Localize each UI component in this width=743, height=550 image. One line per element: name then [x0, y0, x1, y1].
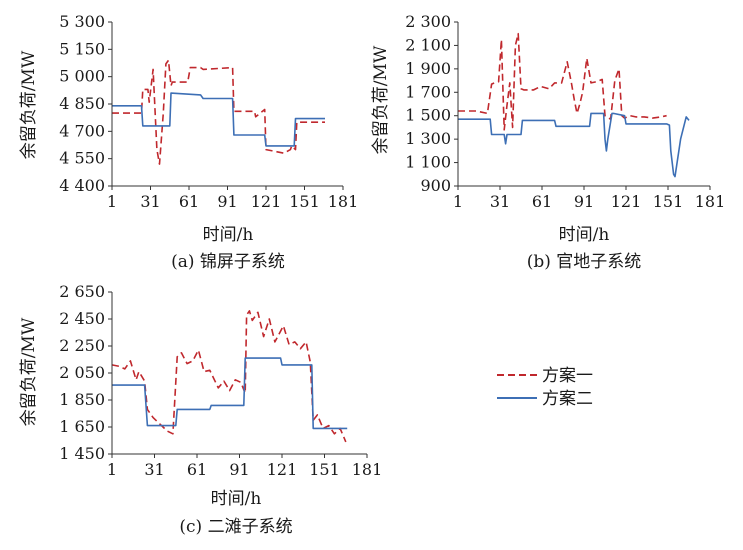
y-tick-label: 2 450 — [59, 309, 105, 328]
x-tick-label: 181 — [695, 192, 726, 211]
x-tick-label: 61 — [187, 460, 207, 479]
y-tick-label: 4 700 — [59, 121, 105, 140]
x-tick-label: 61 — [179, 192, 199, 211]
panel-a: 余留负荷/MW 时间/h (a) 锦屏子系统 — [19, 50, 285, 272]
x-tick-label: 181 — [328, 192, 359, 211]
y-tick-label: 1 650 — [59, 417, 105, 436]
panel-a-caption: (a) 锦屏子系统 — [171, 252, 285, 272]
x-tick-label: 121 — [251, 192, 282, 211]
y-tick-label: 4 400 — [59, 176, 105, 195]
plot-a: 1 31 61 91 121 151 181 4 400 4 550 4 700 4 850 5 00… — [59, 12, 358, 211]
series-line-a-1 — [112, 59, 325, 165]
panel-b: 余留负荷/MW 时间/h (b) 官地子系统 — [371, 45, 641, 272]
series-line-c-2 — [112, 357, 348, 430]
legend-label-scheme-1: 方案一 — [542, 366, 593, 386]
series-line-c-1 — [111, 310, 347, 443]
y-tick-label: 2 250 — [59, 336, 105, 355]
y-tick-label: 2 300 — [405, 12, 451, 31]
x-tick-label: 151 — [309, 460, 340, 479]
x-tick-label: 151 — [653, 192, 684, 211]
x-tick-label: 1 — [453, 192, 463, 211]
x-tick-label: 1 — [107, 460, 117, 479]
legend-label-scheme-2: 方案二 — [542, 389, 593, 409]
plot-c: 1 31 61 91 121 151 181 1 450 1 650 1 850 2 050 2 25… — [59, 282, 382, 479]
y-tick-label: 1 900 — [405, 59, 451, 78]
x-tick-label: 31 — [490, 192, 510, 211]
y-tick-label: 2 650 — [59, 282, 105, 301]
panel-c-ylabel: 余留负荷/MW — [19, 317, 39, 426]
x-tick-label: 181 — [352, 460, 383, 479]
x-tick-label: 121 — [611, 192, 642, 211]
x-tick-label: 121 — [267, 460, 298, 479]
y-tick-label: 1 100 — [405, 153, 451, 172]
y-tick-label: 5 000 — [59, 67, 105, 86]
y-tick-label: 1 850 — [59, 390, 105, 409]
y-tick-label: 1 700 — [405, 82, 451, 101]
y-tick-label: 1 500 — [405, 106, 451, 125]
x-tick-label: 61 — [532, 192, 552, 211]
plot-b: 1 31 61 91 121 151 181 900 1 100 1 300 1 500 1 700 1… — [405, 12, 725, 211]
x-tick-label: 91 — [217, 192, 237, 211]
x-tick-label: 91 — [229, 460, 249, 479]
panel-b-xlabel: 时间/h — [559, 225, 610, 245]
x-tick-label: 151 — [289, 192, 320, 211]
panel-c-caption: (c) 二滩子系统 — [179, 517, 292, 537]
panel-b-caption: (b) 官地子系统 — [527, 252, 642, 272]
panel-b-ylabel: 余留负荷/MW — [371, 45, 391, 154]
series-line-b-2 — [458, 112, 690, 178]
y-tick-label: 2 100 — [405, 35, 451, 54]
panel-a-ylabel: 余留负荷/MW — [19, 50, 39, 159]
panel-c: 余留负荷/MW 时间/h (c) 二滩子系统 — [19, 317, 293, 537]
series-line-a-2 — [112, 92, 325, 147]
y-tick-label: 1 450 — [59, 444, 105, 463]
panel-a-xlabel: 时间/h — [203, 225, 254, 245]
y-tick-label: 4 550 — [59, 149, 105, 168]
x-tick-label: 1 — [107, 192, 117, 211]
y-tick-label: 5 150 — [59, 39, 105, 58]
legend: 方案一 方案二 — [497, 366, 593, 409]
series-line-b-1 — [458, 32, 667, 131]
y-tick-label: 2 050 — [59, 363, 105, 382]
panel-c-xlabel: 时间/h — [211, 489, 262, 509]
y-tick-label: 1 300 — [405, 129, 451, 148]
y-tick-label: 5 300 — [59, 12, 105, 31]
x-tick-label: 31 — [144, 460, 164, 479]
y-tick-label: 900 — [420, 176, 451, 195]
x-tick-label: 91 — [574, 192, 594, 211]
x-tick-label: 31 — [140, 192, 160, 211]
y-tick-label: 4 850 — [59, 94, 105, 113]
